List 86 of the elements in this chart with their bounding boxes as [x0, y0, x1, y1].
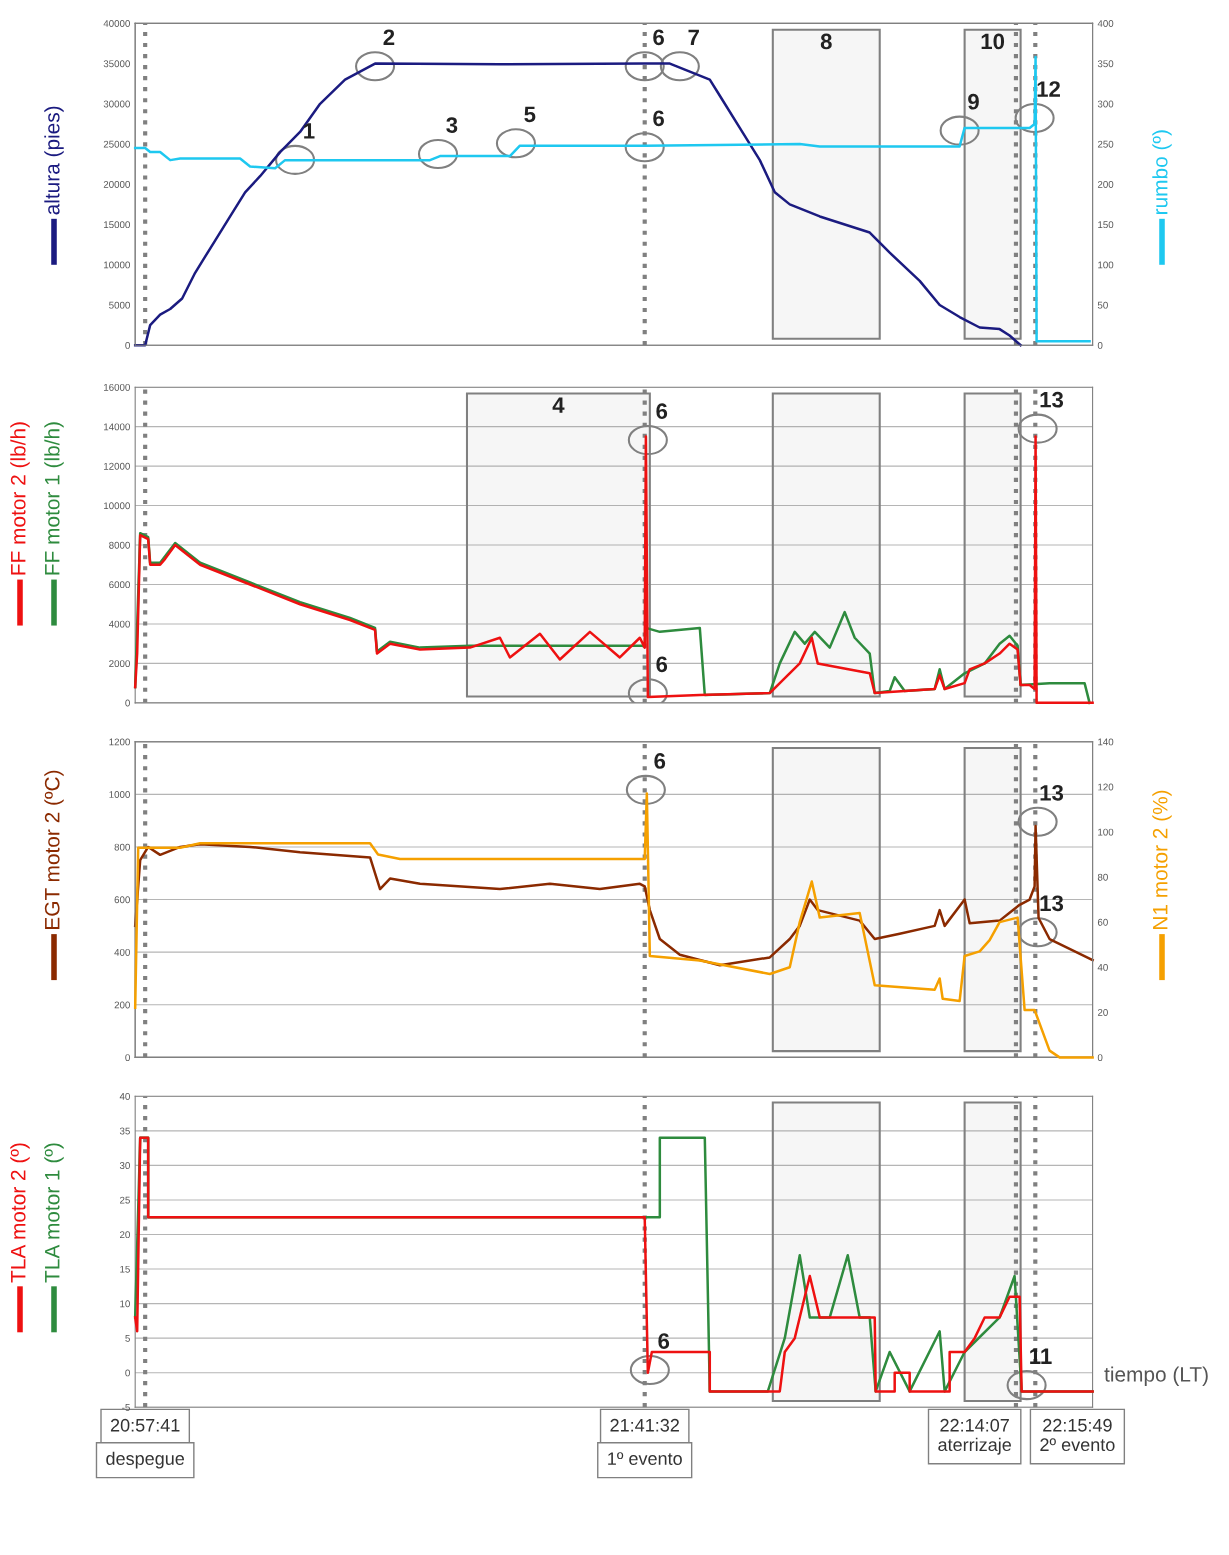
- y-tick-label: 25000: [103, 140, 130, 148]
- y-tick-label: 4000: [108, 620, 130, 628]
- y2-tick-label: 250: [1097, 140, 1114, 148]
- y-tick-label: 5000: [109, 301, 130, 309]
- x-axis-title: tiempo (LT): [1104, 1366, 1208, 1386]
- x-tick-label: 21:41:32: [610, 1418, 679, 1432]
- text: N1 motor 2 (%): [1152, 790, 1172, 929]
- y2-tick-label: 100: [1098, 261, 1114, 269]
- annotation: 13: [1040, 391, 1064, 408]
- x-tick-label: 20:57:41: [110, 1418, 180, 1432]
- y2-tick-label: 60: [1097, 918, 1108, 926]
- y2-tick-label: 0: [1097, 341, 1103, 349]
- y-tick-label: 0: [125, 1369, 130, 1377]
- legend-label: 22:14:07 aterrizaje: [938, 1418, 1011, 1455]
- y2-tick-label: 20: [1097, 1009, 1108, 1016]
- annotation: 2: [383, 29, 395, 45]
- y-tick-label: 35: [119, 1127, 130, 1135]
- y-tick-label: 10000: [104, 261, 130, 269]
- y2-tick-label: 150: [1098, 221, 1114, 229]
- band-label: 10: [981, 33, 1005, 50]
- y-tick-label: 40: [119, 1093, 130, 1100]
- text: TLA motor 2 (º): [10, 1143, 30, 1283]
- y-tick-label: 20000: [103, 181, 130, 188]
- annotation: 6: [654, 753, 666, 769]
- annotation: 13: [1040, 895, 1064, 912]
- y-tick-label: 1000: [109, 791, 130, 798]
- y-tick-label: 2000: [109, 660, 130, 668]
- annotation: 11: [1030, 1348, 1052, 1364]
- annotation: 6: [656, 403, 668, 420]
- y2-tick-label: 0: [1097, 1054, 1103, 1062]
- ref-line-label: despegue: [106, 1451, 185, 1469]
- y-tick-label: 14000: [104, 423, 130, 431]
- ref-line-label: 22:15:49 2º evento: [1040, 1418, 1115, 1452]
- y-tick-label: 10000: [104, 502, 130, 510]
- y-tick-label: 8000: [109, 541, 130, 549]
- y-tick-label: 15000: [104, 221, 130, 229]
- y2-tick-label: 80: [1097, 873, 1108, 881]
- y-tick-label: 15: [120, 1265, 130, 1273]
- y-tick-label: 600: [114, 896, 130, 904]
- y2-tick-label: 50: [1097, 301, 1108, 309]
- annotation: 6: [658, 1333, 670, 1349]
- y-tick-label: 5: [125, 1335, 130, 1342]
- annotation: 5: [524, 106, 536, 123]
- y-tick-label: 200: [114, 1001, 130, 1009]
- y-tick-label: 30000: [103, 100, 130, 108]
- ref-line-label: 1º evento: [608, 1452, 682, 1465]
- annotation: 13: [1040, 784, 1064, 801]
- y-tick-label: 40000: [103, 20, 130, 27]
- y-tick-label: 1200: [109, 738, 130, 746]
- y2-tick-label: 40: [1097, 963, 1108, 971]
- y-tick-label: 10: [120, 1300, 130, 1308]
- text: TLA motor 1 (º): [44, 1143, 64, 1283]
- y-tick-label: 400: [114, 948, 130, 956]
- text: altura (pies): [44, 106, 64, 215]
- annotation: 6: [656, 656, 668, 673]
- band-label: 4: [552, 397, 565, 413]
- annotation: 6: [653, 110, 664, 127]
- annotation: 3: [446, 117, 458, 133]
- y-tick-label: 0: [125, 341, 130, 349]
- text: EGT motor 2 (ºC): [44, 770, 64, 929]
- annotation: 6: [653, 29, 664, 46]
- y-tick-label: 6000: [109, 581, 130, 589]
- text: rumbo (º): [1152, 130, 1172, 214]
- y2-tick-label: 120: [1098, 783, 1114, 791]
- y-tick-label: 12000: [104, 462, 130, 470]
- y-tick-label: 0: [125, 699, 130, 707]
- y2-tick-label: 200: [1097, 181, 1114, 188]
- y-tick-label: 20: [120, 1231, 130, 1239]
- y-tick-label: 0: [125, 1054, 130, 1062]
- y2-tick-label: 400: [1097, 20, 1114, 27]
- y2-tick-label: 140: [1098, 738, 1114, 746]
- y2-tick-label: 350: [1097, 60, 1114, 68]
- annotation: 12: [1037, 81, 1060, 97]
- text: FF motor 2 (lb/h): [10, 422, 30, 575]
- annotation: 1: [304, 123, 315, 139]
- y2-tick-label: 300: [1097, 100, 1114, 108]
- y-tick-label: 30: [119, 1162, 130, 1169]
- y2-tick-label: 100: [1098, 828, 1114, 836]
- y-tick-label: 800: [114, 843, 130, 851]
- annotation: 9: [968, 93, 979, 110]
- y-tick-label: 25: [120, 1196, 130, 1204]
- annotation: 7: [688, 29, 699, 45]
- y-tick-label: 35000: [103, 60, 130, 68]
- y-tick-label: 16000: [104, 383, 130, 391]
- text: FF motor 1 (lb/h): [44, 422, 64, 575]
- band-label: 8: [820, 33, 832, 50]
